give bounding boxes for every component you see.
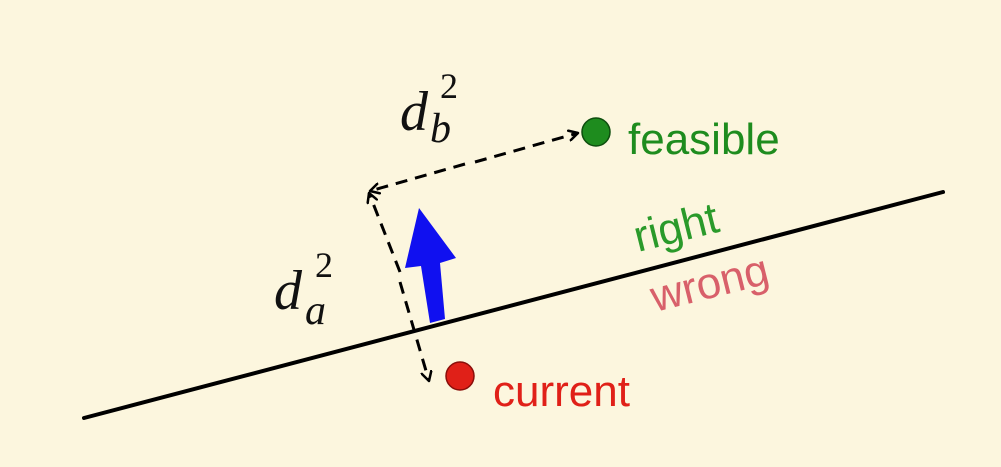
correction-arrow — [405, 208, 456, 323]
d-a-dashed-arrow-down — [398, 281, 429, 381]
d-a-superscript: 2 — [315, 245, 333, 285]
d-b-squared-label: d b 2 — [400, 66, 458, 152]
d-a-base: d — [274, 260, 303, 322]
feasible-label: feasible — [628, 115, 780, 164]
wrong-label: wrong — [645, 245, 774, 322]
d-a-dashed-arrow-up — [369, 193, 402, 273]
d-b-subscript: b — [430, 106, 451, 152]
d-b-dashed-arrow-left — [370, 162, 466, 191]
boundary-line — [82, 190, 945, 420]
d-a-subscript: a — [305, 288, 326, 334]
d-b-base: d — [400, 81, 429, 143]
feasible-point — [581, 117, 611, 147]
current-label: current — [493, 367, 630, 416]
d-b-superscript: 2 — [440, 66, 458, 106]
d-b-dashed-arrow-right — [474, 133, 578, 164]
d-a-squared-label: d a 2 — [274, 245, 333, 334]
current-point — [445, 361, 475, 391]
